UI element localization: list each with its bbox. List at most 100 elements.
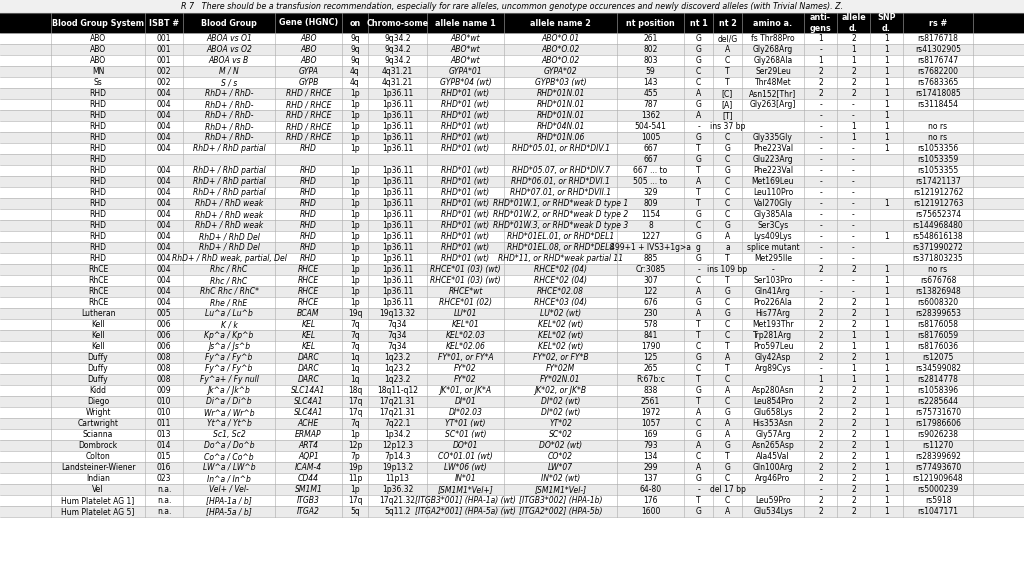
Text: 2: 2: [818, 463, 823, 472]
Text: 004: 004: [157, 221, 171, 230]
Bar: [0, 198, 1024, 209]
Text: 17q21.31: 17q21.31: [380, 408, 416, 417]
Text: 1p: 1p: [350, 287, 359, 296]
Text: 001: 001: [157, 34, 171, 43]
Text: 014: 014: [157, 441, 171, 450]
Bar: [0, 253, 1024, 264]
Text: rs75731670: rs75731670: [914, 408, 962, 417]
Text: M / N: M / N: [219, 67, 239, 76]
Text: -: -: [852, 166, 855, 175]
Text: 1p: 1p: [350, 232, 359, 241]
Text: rs6008320: rs6008320: [918, 298, 958, 307]
Text: 2: 2: [851, 298, 856, 307]
Text: 1: 1: [884, 320, 889, 329]
Text: T: T: [725, 67, 730, 76]
Text: T: T: [696, 188, 700, 197]
Text: A: A: [725, 45, 730, 54]
Text: [HPA-1a / b]: [HPA-1a / b]: [206, 496, 252, 505]
Text: 1p36.11: 1p36.11: [382, 298, 413, 307]
Text: 1p36.11: 1p36.11: [382, 100, 413, 109]
Text: 011: 011: [157, 419, 171, 428]
Text: [HPA-5a / b]: [HPA-5a / b]: [206, 507, 252, 516]
Text: 2: 2: [818, 265, 823, 274]
Text: rs17421137: rs17421137: [915, 177, 961, 186]
Text: RHCE*01 (03) (wt): RHCE*01 (03) (wt): [430, 265, 501, 274]
Bar: [0, 451, 1024, 462]
Text: 1p: 1p: [350, 243, 359, 252]
Text: 2: 2: [851, 408, 856, 417]
Text: T: T: [696, 166, 700, 175]
Bar: [0, 209, 1024, 220]
Text: 64-80: 64-80: [639, 485, 662, 494]
Text: RHD*11, or RHD*weak partial 11: RHD*11, or RHD*weak partial 11: [498, 254, 623, 263]
Text: RhD+ / RhD weak: RhD+ / RhD weak: [195, 221, 263, 230]
Text: RHD / RHCE: RHD / RHCE: [286, 89, 331, 98]
Text: rs #: rs #: [929, 19, 947, 27]
Text: LW^a / LW^b: LW^a / LW^b: [203, 463, 255, 472]
Text: Jk^a / Jk^b: Jk^a / Jk^b: [208, 386, 251, 395]
Text: C: C: [725, 133, 730, 142]
Text: CD44: CD44: [298, 474, 319, 483]
Text: RHCE*01 (03) (wt): RHCE*01 (03) (wt): [430, 276, 501, 285]
Bar: [0, 429, 1024, 440]
Text: 004: 004: [157, 276, 171, 285]
Text: rs2285644: rs2285644: [918, 397, 958, 406]
Text: GYPA: GYPA: [299, 67, 318, 76]
Text: Rhc / RhC: Rhc / RhC: [210, 265, 248, 274]
Text: -: -: [697, 122, 699, 131]
Text: [ITGB3*002] (HPA-1b): [ITGB3*002] (HPA-1b): [519, 496, 602, 505]
Text: T: T: [725, 254, 730, 263]
Text: R 7   There should be a transfusion recommendation, especially for rare alleles,: R 7 There should be a transfusion recomm…: [181, 2, 843, 11]
Text: G: G: [725, 144, 730, 153]
Text: Thr48Met: Thr48Met: [755, 78, 792, 87]
Text: RHD*01 (wt): RHD*01 (wt): [441, 199, 489, 208]
Text: G: G: [725, 309, 730, 318]
Text: 2: 2: [851, 320, 856, 329]
Text: 005: 005: [157, 309, 171, 318]
Text: 7q34: 7q34: [388, 331, 408, 340]
Text: 1p36.11: 1p36.11: [382, 133, 413, 142]
Text: 7q34: 7q34: [388, 320, 408, 329]
Bar: [0, 286, 1024, 297]
Text: 1: 1: [884, 298, 889, 307]
Text: RHD: RHD: [300, 166, 317, 175]
Bar: [0, 77, 1024, 88]
Text: 504-541: 504-541: [635, 122, 667, 131]
Text: Kell: Kell: [91, 320, 104, 329]
Text: Sc1, Sc2: Sc1, Sc2: [213, 430, 246, 439]
Text: 2: 2: [851, 485, 856, 494]
Text: rs121912762: rs121912762: [912, 188, 964, 197]
Text: KEL*02 (wt): KEL*02 (wt): [538, 331, 584, 340]
Text: 1p36.11: 1p36.11: [382, 232, 413, 241]
Text: 1: 1: [884, 496, 889, 505]
Text: RhD+ / RhD partial: RhD+ / RhD partial: [193, 188, 265, 197]
Text: GYPB*04 (wt): GYPB*04 (wt): [439, 78, 492, 87]
Text: 667 ... to: 667 ... to: [634, 166, 668, 175]
Text: rs77493670: rs77493670: [914, 463, 962, 472]
Text: A: A: [725, 232, 730, 241]
Text: RhCE: RhCE: [88, 265, 109, 274]
Text: -: -: [819, 221, 822, 230]
Text: ABO: ABO: [90, 34, 106, 43]
Text: 169: 169: [643, 430, 657, 439]
Text: C: C: [725, 397, 730, 406]
Text: rs371990272: rs371990272: [912, 243, 964, 252]
Text: RHCE*02 (04): RHCE*02 (04): [534, 276, 587, 285]
Text: ITGB3: ITGB3: [297, 496, 319, 505]
Text: RHD / RHCE: RHD / RHCE: [286, 133, 331, 142]
Text: n.a.: n.a.: [157, 485, 171, 494]
Text: 1227: 1227: [641, 232, 660, 241]
Text: no rs: no rs: [929, 133, 947, 142]
Text: 1p36.11: 1p36.11: [382, 177, 413, 186]
Bar: [0, 110, 1024, 121]
Text: 1p36.11: 1p36.11: [382, 199, 413, 208]
Text: RHD*01 (wt): RHD*01 (wt): [441, 254, 489, 263]
Text: 1: 1: [884, 375, 889, 384]
Text: 008: 008: [157, 375, 171, 384]
Bar: [0, 13, 1024, 33]
Text: 1: 1: [884, 89, 889, 98]
Text: Ser29Leu: Ser29Leu: [755, 67, 791, 76]
Text: 1: 1: [884, 441, 889, 450]
Text: Gly335Gly: Gly335Gly: [753, 133, 793, 142]
Text: Do^a / Do^b: Do^a / Do^b: [204, 441, 254, 450]
